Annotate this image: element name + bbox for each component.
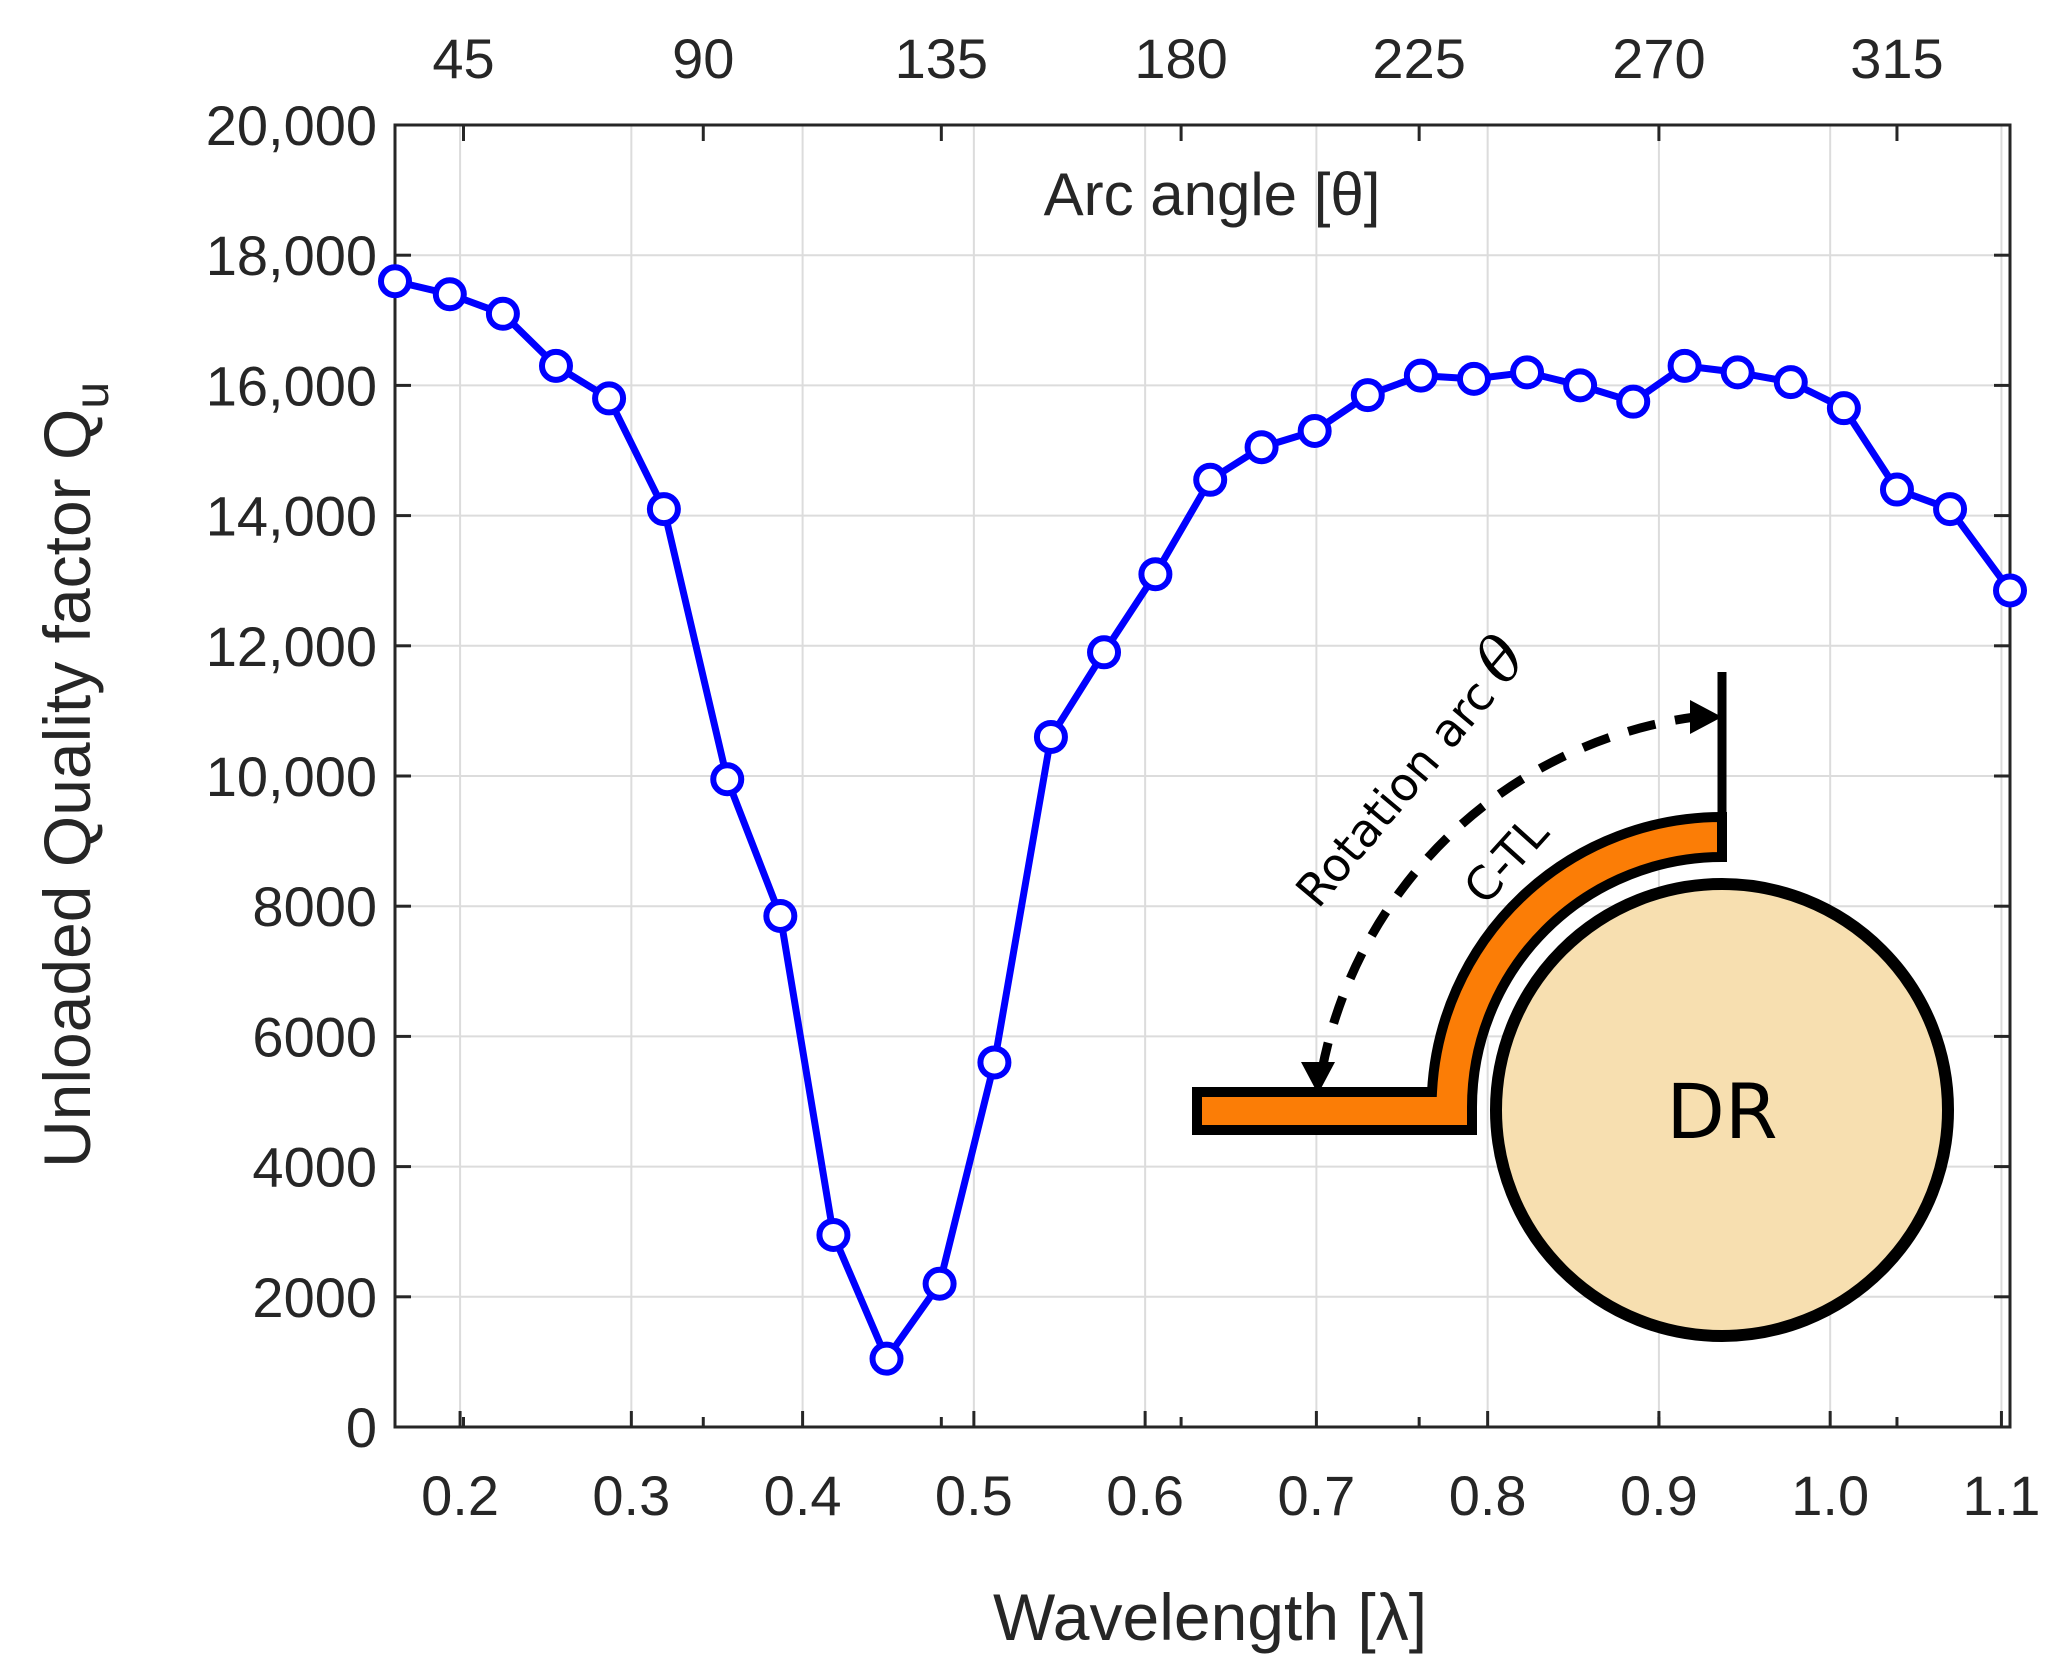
data-point — [1616, 384, 1651, 419]
data-point — [1403, 358, 1438, 393]
data-point — [1138, 557, 1173, 592]
top-tick-label: 45 — [432, 27, 494, 90]
y-tick-label: 0 — [346, 1396, 377, 1459]
x-tick-label: 0.4 — [764, 1464, 842, 1527]
x-tick-label: 0.3 — [592, 1464, 670, 1527]
data-point — [1826, 391, 1861, 426]
data-series — [378, 264, 2027, 1376]
x-tick-label: 0.9 — [1620, 1464, 1698, 1527]
data-point — [646, 492, 681, 527]
top-tick-label: 180 — [1134, 27, 1227, 90]
y-tick-label: 20,000 — [206, 94, 377, 157]
data-point — [432, 277, 467, 312]
data-point — [592, 381, 627, 416]
data-point — [1993, 573, 2027, 608]
y-axis-label-main: Unloaded Quality factor Q — [30, 409, 104, 1168]
data-point — [1350, 378, 1385, 413]
data-point — [1720, 355, 1755, 390]
top-tick-label: 315 — [1850, 27, 1943, 90]
top-tick-label: 225 — [1372, 27, 1465, 90]
y-tick-label: 18,000 — [206, 224, 377, 287]
y-tick-label: 8000 — [252, 875, 377, 938]
resonator-label: DR — [1666, 1067, 1777, 1156]
data-point — [922, 1266, 957, 1301]
data-point — [1773, 365, 1808, 400]
data-point — [1510, 355, 1545, 390]
top-tick-label: 135 — [895, 27, 988, 90]
inset-schematic: DR Rotation arcθ C-TL — [1192, 622, 1954, 1342]
data-point — [1456, 361, 1491, 396]
y-tick-label: 16,000 — [206, 354, 377, 417]
data-point — [763, 898, 798, 933]
top-tick-label: 90 — [672, 27, 734, 90]
y-axis-label: Unloaded Quality factor Qu — [30, 382, 119, 1168]
x-tick-label: 0.5 — [935, 1464, 1013, 1527]
x-tick-label: 1.0 — [1791, 1464, 1869, 1527]
data-point — [869, 1341, 904, 1376]
dielectric-resonator — [1490, 878, 1954, 1342]
x-tick-label: 0.7 — [1277, 1464, 1355, 1527]
x-tick-label: 0.2 — [421, 1464, 499, 1527]
data-point — [1563, 368, 1598, 403]
data-point — [710, 762, 745, 797]
data-point — [485, 296, 520, 331]
data-point — [378, 264, 412, 299]
data-point — [977, 1045, 1012, 1080]
x-tick-label: 0.6 — [1106, 1464, 1184, 1527]
y-tick-label: 6000 — [252, 1005, 377, 1068]
y-tick-label: 12,000 — [206, 615, 377, 678]
data-point — [1244, 430, 1279, 465]
data-point — [1193, 462, 1228, 497]
data-point — [538, 348, 573, 383]
arc-arrowhead-start — [1301, 1062, 1335, 1094]
data-point — [1033, 719, 1068, 754]
c-tl-line — [1192, 811, 1727, 1135]
top-axis-label: Arc angle [θ] — [1044, 161, 1381, 228]
y-tick-label: 14,000 — [206, 485, 377, 548]
data-point — [1087, 635, 1122, 670]
x-axis-label: Wavelength [λ] — [993, 1580, 1427, 1654]
x-tick-label: 1.1 — [1963, 1464, 2041, 1527]
y-axis-label-subscript: u — [66, 382, 119, 409]
data-point — [1667, 348, 1702, 383]
plot-frame — [393, 123, 2012, 1429]
y-tick-label: 4000 — [252, 1136, 377, 1199]
top-axis-ticks: 45 90 135 180 225 270 315 — [432, 27, 1944, 1427]
data-point — [1879, 472, 1914, 507]
data-point — [1933, 492, 1968, 527]
x-tick-label: 0.8 — [1449, 1464, 1527, 1527]
data-point — [816, 1217, 851, 1252]
y-tick-label: 10,000 — [206, 745, 377, 808]
top-tick-label: 270 — [1612, 27, 1705, 90]
arc-arrowhead-end — [1690, 700, 1722, 734]
y-tick-label: 2000 — [252, 1266, 377, 1329]
data-point — [1297, 413, 1332, 448]
y-axis-ticks: 0 2000 4000 6000 8000 10,000 12,000 14,000 16,00… — [206, 94, 2010, 1459]
x-axis-ticks: 0.2 0.3 0.4 0.5 0.6 0.7 0.8 0.9 1.0 1.1 — [421, 1411, 2040, 1527]
